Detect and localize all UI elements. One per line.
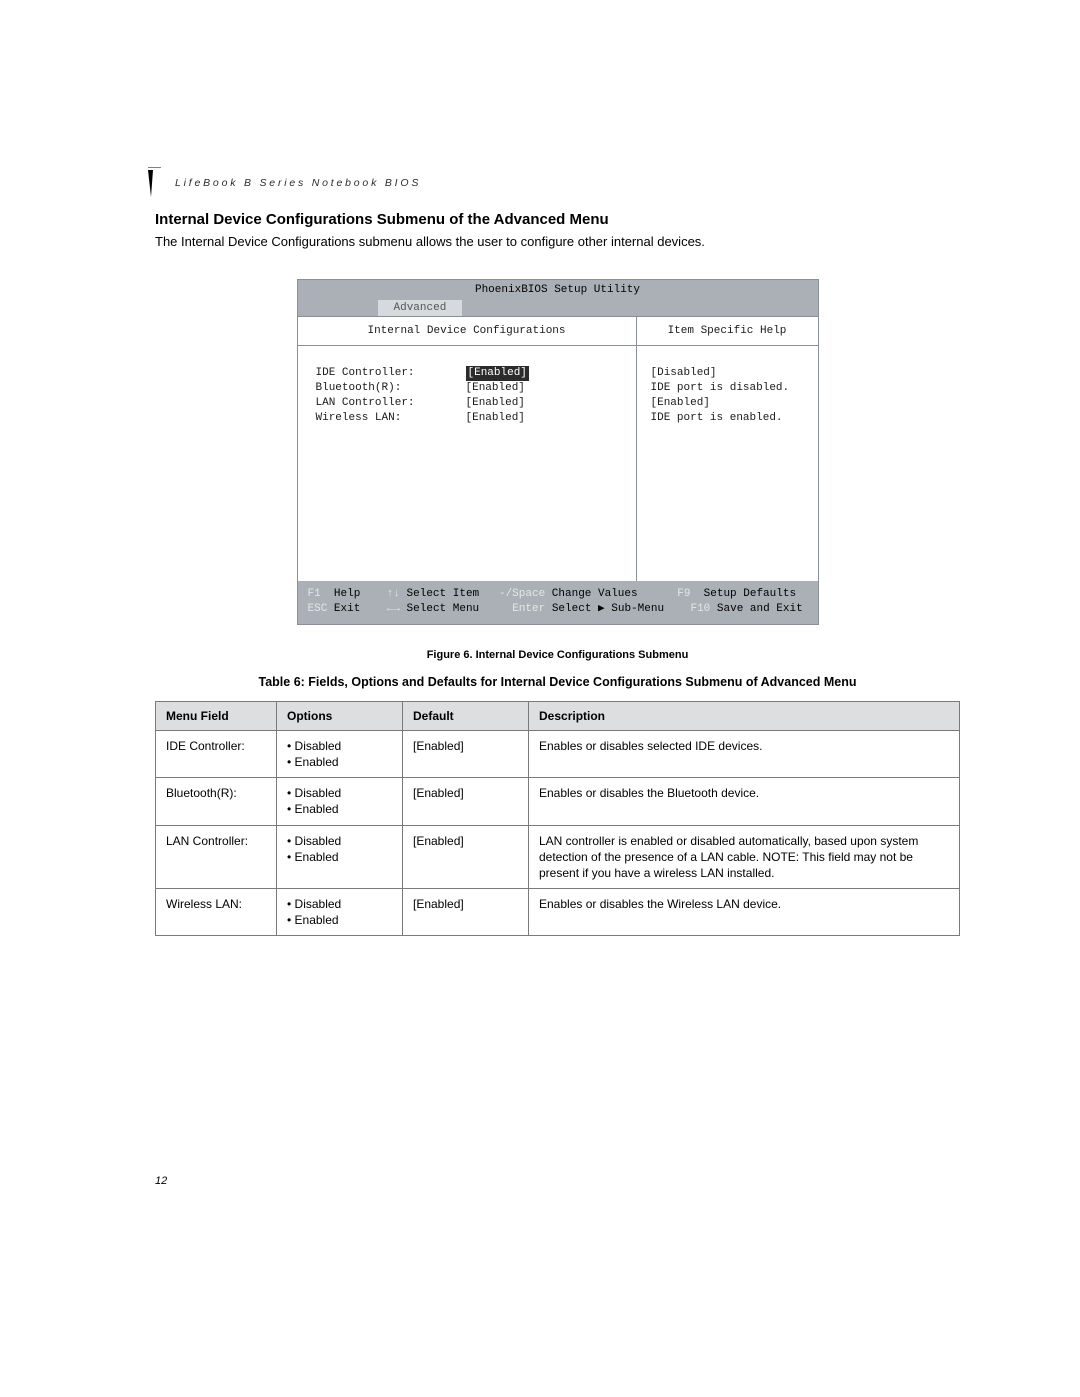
bios-left-header: Internal Device Configurations — [298, 317, 636, 346]
bios-footer-row-2: ESC Exit ←→ Select Menu Enter Select ▶ S… — [308, 602, 808, 617]
foot-select-item: Select Item — [407, 587, 480, 602]
bios-help-line: [Disabled] — [651, 366, 804, 381]
cell-description: LAN controller is enabled or disabled au… — [529, 825, 960, 889]
table-row: LAN Controller: • Disabled • Enabled [En… — [156, 825, 960, 889]
bios-row-label: Bluetooth(R): — [316, 381, 466, 396]
bios-footer: F1 Help ↑↓ Select Item -/Space Change Va… — [298, 581, 818, 624]
bios-row-wireless[interactable]: Wireless LAN: [Enabled] — [316, 411, 618, 426]
th-options: Options — [277, 701, 403, 730]
bios-row-value: [Enabled] — [466, 366, 529, 381]
bios-footer-row-1: F1 Help ↑↓ Select Item -/Space Change Va… — [308, 587, 808, 602]
cell-default: [Enabled] — [403, 730, 529, 777]
table-caption: Table 6: Fields, Options and Defaults fo… — [155, 675, 960, 689]
foot-key-f1: F1 — [308, 587, 321, 602]
header-arrow-icon — [146, 167, 162, 201]
bios-help-line: IDE port is enabled. — [651, 411, 804, 426]
table-row: Wireless LAN: • Disabled • Enabled [Enab… — [156, 889, 960, 936]
foot-key-space: -/Space — [499, 587, 545, 602]
bios-right-header: Item Specific Help — [637, 317, 818, 346]
figure-caption: Figure 6. Internal Device Configurations… — [155, 649, 960, 661]
cell-options: • Disabled • Enabled — [277, 778, 403, 825]
bios-content: Internal Device Configurations IDE Contr… — [298, 316, 818, 581]
document-header: LifeBook B Series Notebook BIOS — [155, 175, 960, 189]
table-row: Bluetooth(R): • Disabled • Enabled [Enab… — [156, 778, 960, 825]
bios-help-line: IDE port is disabled. — [651, 381, 804, 396]
cell-options: • Disabled • Enabled — [277, 825, 403, 889]
foot-key-enter: Enter — [512, 602, 545, 617]
bios-left-body: IDE Controller: [Enabled] Bluetooth(R): … — [298, 346, 636, 581]
bios-help-line: [Enabled] — [651, 396, 804, 411]
foot-text — [321, 587, 334, 602]
cell-options: • Disabled • Enabled — [277, 730, 403, 777]
foot-setup-defaults: Setup Defaults — [704, 587, 796, 602]
bios-left-pane: Internal Device Configurations IDE Contr… — [298, 317, 637, 581]
bios-row-lan[interactable]: LAN Controller: [Enabled] — [316, 396, 618, 411]
bios-row-value: [Enabled] — [466, 396, 525, 411]
bios-window: PhoenixBIOS Setup Utility Advanced Inter… — [297, 279, 819, 625]
bios-row-label: Wireless LAN: — [316, 411, 466, 426]
cell-field: IDE Controller: — [156, 730, 277, 777]
bios-help-body: [Disabled] IDE port is disabled. [Enable… — [637, 346, 818, 581]
foot-change-values: Change Values — [552, 587, 638, 602]
document-page: LifeBook B Series Notebook BIOS Internal… — [0, 0, 1080, 1397]
cell-default: [Enabled] — [403, 778, 529, 825]
foot-select-menu: Select Menu — [407, 602, 480, 617]
bios-title: PhoenixBIOS Setup Utility — [298, 280, 818, 296]
foot-select-sub: Select ▶ Sub-Menu — [552, 602, 664, 617]
bios-row-bluetooth[interactable]: Bluetooth(R): [Enabled] — [316, 381, 618, 396]
foot-help: Help — [334, 587, 360, 602]
foot-key-updown: ↑↓ — [387, 587, 400, 602]
bios-tab-bar: Advanced — [298, 296, 818, 316]
cell-field: Wireless LAN: — [156, 889, 277, 936]
bios-row-value: [Enabled] — [466, 381, 525, 396]
cell-field: LAN Controller: — [156, 825, 277, 889]
bios-row-label: LAN Controller: — [316, 396, 466, 411]
options-table: Menu Field Options Default Description I… — [155, 701, 960, 937]
foot-key-f10: F10 — [690, 602, 710, 617]
th-menu-field: Menu Field — [156, 701, 277, 730]
cell-field: Bluetooth(R): — [156, 778, 277, 825]
cell-description: Enables or disables the Wireless LAN dev… — [529, 889, 960, 936]
section-title: Internal Device Configurations Submenu o… — [155, 211, 960, 228]
foot-key-leftright: ←→ — [387, 602, 400, 617]
cell-description: Enables or disables the Bluetooth device… — [529, 778, 960, 825]
bios-right-pane: Item Specific Help [Disabled] IDE port i… — [637, 317, 818, 581]
table-header-row: Menu Field Options Default Description — [156, 701, 960, 730]
bios-tab-advanced[interactable]: Advanced — [378, 300, 463, 316]
bios-row-label: IDE Controller: — [316, 366, 466, 381]
th-default: Default — [403, 701, 529, 730]
table-row: IDE Controller: • Disabled • Enabled [En… — [156, 730, 960, 777]
bios-row-ide[interactable]: IDE Controller: [Enabled] — [316, 366, 618, 381]
cell-description: Enables or disables selected IDE devices… — [529, 730, 960, 777]
intro-text: The Internal Device Configurations subme… — [155, 234, 960, 249]
foot-save-exit: Save and Exit — [717, 602, 803, 617]
foot-key-f9: F9 — [677, 587, 690, 602]
foot-key-esc: ESC — [308, 602, 328, 617]
cell-default: [Enabled] — [403, 889, 529, 936]
foot-exit: Exit — [334, 602, 360, 617]
th-description: Description — [529, 701, 960, 730]
cell-default: [Enabled] — [403, 825, 529, 889]
bios-row-value: [Enabled] — [466, 411, 525, 426]
header-row: LifeBook B Series Notebook BIOS — [155, 175, 960, 189]
cell-options: • Disabled • Enabled — [277, 889, 403, 936]
page-number: 12 — [155, 1175, 167, 1187]
